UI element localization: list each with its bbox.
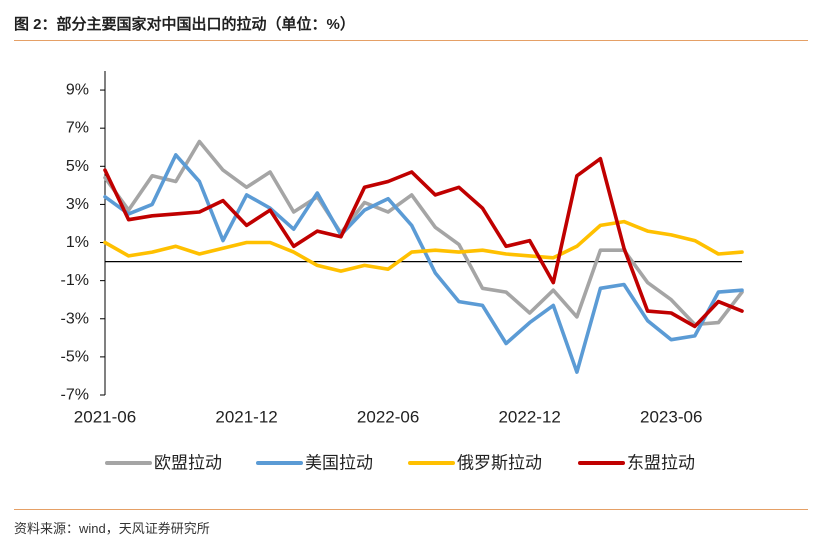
line-chart: 9% 7% 5% 3% 1% -1% -3% -5% -7% 2021-06 2021-12 2022… [61,71,744,473]
x-tick-label: 2021-06 [74,408,136,427]
y-tick-label: 3% [66,196,89,213]
x-tick-label: 2022-12 [498,408,560,427]
legend-item-us: 美国拉动 [256,454,373,473]
legend-item-russia: 俄罗斯拉动 [408,454,542,473]
source-divider [14,509,808,510]
y-tick-label: -7% [61,387,89,404]
y-tick-label: -5% [61,348,89,365]
legend-item-asean: 东盟拉动 [578,454,695,473]
legend-label: 东盟拉动 [627,454,695,473]
legend-label: 欧盟拉动 [154,454,222,473]
title-divider [14,40,808,41]
y-tick-label: 1% [66,234,89,251]
series-line-eu [103,139,744,327]
legend-label: 俄罗斯拉动 [457,454,542,473]
y-tick-label: 5% [66,158,89,175]
series-line-us [103,153,744,374]
x-tick-label: 2021-12 [215,408,277,427]
figure-title: 图 2：部分主要国家对中国出口的拉动（单位：%） [14,16,355,33]
series-line-asean [103,156,744,329]
figure-source: 资料来源：wind，天风证券研究所 [14,521,210,536]
x-tick-label: 2022-06 [357,408,419,427]
series-line-russia [103,219,744,273]
legend-label: 美国拉动 [305,454,373,473]
y-tick-label: 7% [66,120,89,137]
legend-item-eu: 欧盟拉动 [105,454,222,473]
y-tick-label: -3% [61,310,89,327]
x-tick-label: 2023-06 [640,408,702,427]
y-tick-label: -1% [61,272,89,289]
y-tick-label: 9% [66,82,89,99]
